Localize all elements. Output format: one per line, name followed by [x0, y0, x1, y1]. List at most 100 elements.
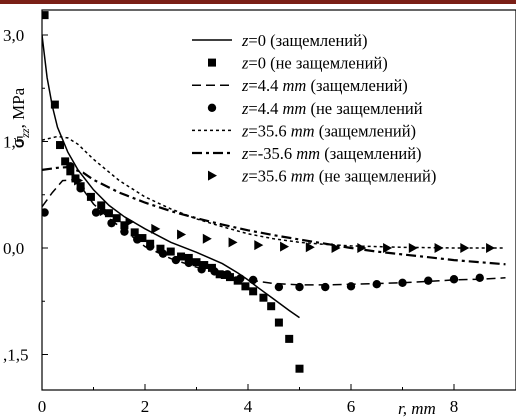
series-4-point [398, 278, 407, 287]
series-4-point [475, 273, 484, 283]
series-4-point [321, 282, 330, 292]
series-2-point [61, 157, 70, 166]
series-2-point [259, 293, 268, 302]
series-2-point [295, 364, 304, 373]
series-1-line [42, 34, 300, 319]
series-2-point [112, 214, 121, 223]
series-2-point [274, 318, 283, 327]
axis-ticks: 0 2 4 6 8 3,0 1,5 0,0 ,1,5 [3, 26, 458, 416]
series-4-point [236, 274, 245, 283]
legend-marker-sample [207, 103, 217, 113]
series-2-point [66, 167, 75, 176]
series-4-point [372, 280, 381, 289]
series-4-point [197, 265, 206, 274]
series-4-point [424, 276, 433, 285]
series-2-point [241, 282, 250, 291]
series-7-point [280, 241, 290, 252]
legend: z=0 (защемлений) z=0 (не защемлений) z=4.4… [192, 31, 436, 186]
series-7-point [460, 243, 470, 253]
series-7-point [177, 229, 187, 240]
series-7-point [99, 206, 109, 217]
series-2-point [120, 221, 129, 230]
series-2-point [215, 270, 224, 279]
legend-label: z=35.6 mm (защемлений) [241, 121, 416, 140]
series-4-point [133, 235, 142, 244]
series-4-point [223, 270, 232, 279]
series-2-point [86, 192, 95, 201]
series-2-point [207, 263, 216, 272]
legend-label: z=4.4 mm (не защемлений [241, 99, 423, 118]
series-7-point [151, 223, 161, 234]
series-2-point [285, 334, 294, 343]
legend-label: z=0 (не защемлений) [241, 54, 388, 73]
series-6-line [42, 165, 506, 266]
series-4-point [274, 282, 284, 292]
x-tick-label: 6 [347, 397, 356, 416]
series-2-point [184, 253, 193, 262]
series-3-line [42, 179, 506, 286]
series-2-point [130, 228, 139, 237]
series-7-point [357, 243, 367, 253]
series-7-point [125, 216, 135, 227]
series-2-point [138, 234, 147, 243]
series-2-point [249, 287, 258, 296]
series-4-point [171, 255, 181, 265]
series-4-point [76, 184, 85, 193]
y-axis-label: σzz, MPa [8, 87, 32, 148]
series-4-point [158, 249, 168, 258]
series-5-line [42, 135, 506, 249]
series-7-point [74, 175, 84, 186]
x-tick-label: 8 [450, 397, 459, 416]
series-2-point [200, 261, 209, 270]
series-7-point [202, 233, 212, 244]
x-tick-label: 4 [244, 397, 253, 416]
series-7-point [434, 243, 444, 253]
series-4-point [210, 267, 219, 276]
y-tick-label: 0,0 [3, 239, 24, 258]
series-2-point [56, 141, 65, 150]
series-4-point [120, 227, 129, 236]
series-7-point [331, 243, 341, 253]
series-7-point [228, 237, 238, 248]
series-4-point [42, 208, 49, 217]
series-4-point [449, 275, 459, 284]
legend-marker-sample [208, 170, 217, 181]
series-4-point [184, 258, 193, 268]
legend-label: z=35.6 mm (не защемлений) [241, 167, 436, 186]
x-axis-label: r, mm [398, 399, 436, 418]
series-2-point [104, 209, 113, 218]
series-4-point [346, 282, 356, 291]
series-4-point [107, 218, 116, 228]
series-7-point [305, 242, 315, 253]
y-tick-label: 1,5 [3, 133, 24, 152]
series-7-point [486, 243, 496, 253]
series-2-point [50, 100, 59, 109]
legend-label: z=0 (защемлений) [241, 31, 367, 50]
legend-label: z=-35.6 mm (защемлений) [241, 144, 422, 163]
series-4-point [145, 242, 155, 251]
series-4-point [295, 282, 304, 292]
y-tick-label: 3,0 [3, 26, 24, 45]
plot-frame [41, 9, 516, 391]
series-7-point [383, 243, 393, 253]
series-2-point [267, 302, 276, 311]
series-4-point [91, 208, 101, 217]
series-4-point [248, 275, 258, 285]
series-2-point [166, 247, 175, 256]
series-2-point [156, 244, 165, 253]
series-2-point [192, 258, 201, 267]
x-tick-label: 2 [141, 397, 150, 416]
series-2-point [97, 201, 106, 210]
series-2-point [42, 11, 49, 20]
x-tick-label: 0 [38, 397, 47, 416]
legend-marker-sample [208, 58, 216, 67]
series-group [42, 11, 506, 373]
series-7-point [254, 240, 264, 251]
legend-label: z=4.4 mm (защемлений) [241, 76, 408, 95]
series-7-point [408, 243, 418, 253]
top-border-bar [0, 0, 516, 4]
series-2-point [177, 252, 186, 261]
y-tick-label: ,1,5 [3, 346, 29, 365]
